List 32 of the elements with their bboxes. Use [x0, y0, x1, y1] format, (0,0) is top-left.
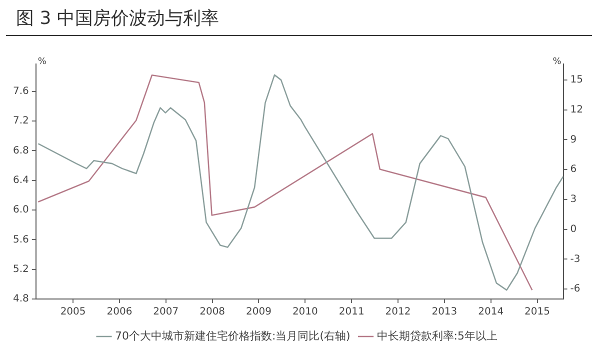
x-tick-label: 2013 [432, 306, 458, 318]
y-tick-label: 7.6 [12, 86, 29, 98]
x-tick-label: 2010 [292, 306, 318, 318]
y-tick-label: 7.2 [12, 116, 29, 127]
x-tick-label: 2005 [60, 306, 86, 318]
y2-tick-label: -3 [570, 254, 580, 265]
y2-tick-label: 12 [570, 104, 584, 116]
x-tick-label: 2008 [200, 306, 226, 318]
y-axis-title: % [38, 56, 47, 67]
x-tick-label: 2015 [524, 306, 550, 318]
y2-tick-label: 3 [570, 194, 577, 206]
x-tick-label: 2007 [153, 306, 179, 318]
y2-tick-label: 15 [570, 74, 584, 86]
legend-label: 中长期贷款利率:5年以上 [376, 329, 498, 342]
y2-axis-title: % [552, 56, 562, 67]
y2-tick-label: 6 [570, 164, 577, 176]
x-tick-label: 2006 [106, 306, 132, 318]
y-tick-label: 6.4 [12, 174, 29, 186]
y-tick-label: 6.8 [12, 145, 29, 156]
y-tick-label: 5.6 [12, 234, 29, 246]
x-tick-label: 2011 [338, 306, 364, 318]
legend-label: 70个大中城市新建住宅价格指数:当月同比(右轴) [115, 329, 350, 342]
y-tick-label: 5.2 [12, 264, 29, 275]
y2-tick-label: 0 [570, 224, 577, 235]
x-tick-label: 2009 [246, 306, 272, 318]
chart-title: 图 3 中国房价波动与利率 [16, 7, 219, 30]
y-tick-label: 6.0 [12, 204, 29, 216]
y-tick-label: 4.8 [12, 294, 29, 305]
x-tick-label: 2012 [385, 306, 411, 318]
y2-tick-label: 9 [570, 134, 577, 146]
y2-tick-label: -6 [570, 284, 580, 295]
x-tick-label: 2014 [478, 306, 504, 318]
